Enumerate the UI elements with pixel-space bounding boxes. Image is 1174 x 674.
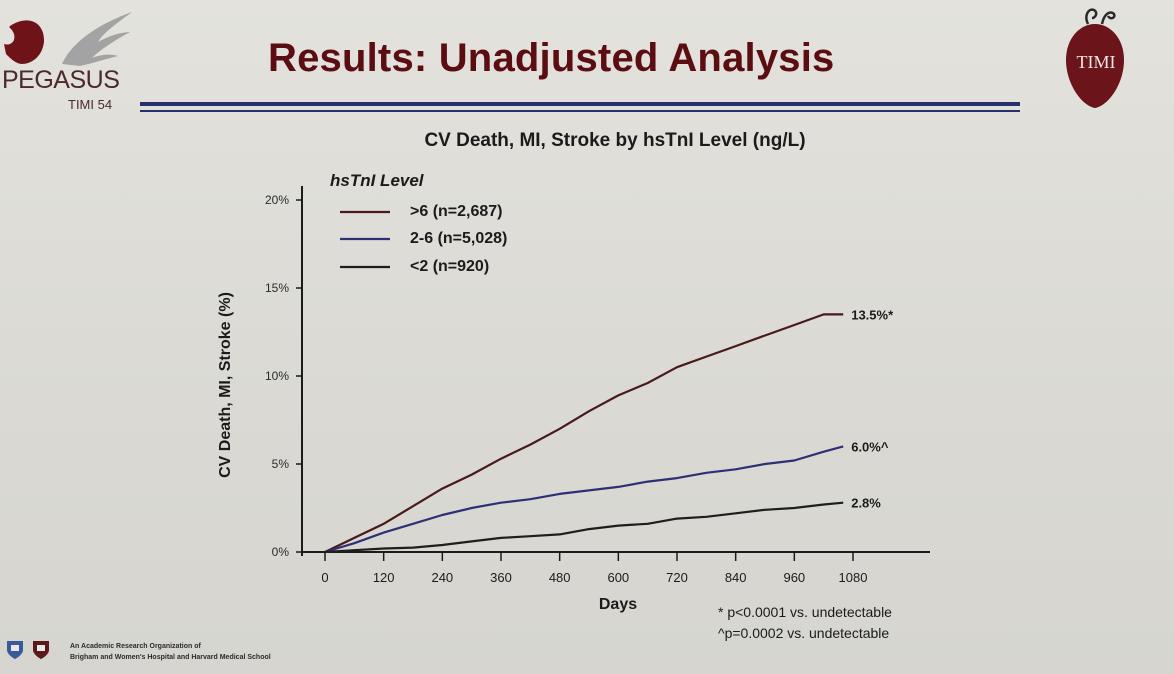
pegasus-wordmark: PEGASUS (2, 66, 120, 94)
x-tick-label: 840 (725, 570, 747, 585)
harvard-shield-icon (7, 641, 23, 659)
end-label: 6.0%^ (851, 439, 889, 454)
series-line-2-6 (324, 445, 844, 554)
series-line-lt2 (324, 501, 844, 554)
footnote-caret: ^p=0.0002 vs. undetectable (718, 625, 890, 641)
legend-label-gt6: >6 (n=2,687) (410, 203, 503, 220)
y-tick-label: 20% (265, 193, 289, 207)
pegasus-logo (4, 12, 132, 66)
x-tick-label: 240 (431, 570, 453, 585)
legend-title: hsTnI Level (330, 171, 424, 190)
x-tick-label: 720 (666, 570, 688, 585)
slide-title: Results: Unadjusted Analysis (268, 36, 835, 80)
y-tick-label: 5% (272, 457, 290, 471)
title-rule-thick (140, 102, 1020, 106)
x-tick-label: 960 (783, 570, 805, 585)
legend-label-lt2: <2 (n=920) (410, 258, 490, 275)
footer-line-1: An Academic Research Organization of (70, 643, 201, 650)
hospital-shield-icon (33, 641, 49, 659)
chart-title: CV Death, MI, Stroke by hsTnI Level (ng/… (424, 130, 806, 151)
title-rule-thin (140, 110, 1020, 112)
timi-wordmark: TIMI (1076, 52, 1116, 72)
end-label: 2.8% (851, 496, 881, 511)
x-tick-label: 1080 (839, 570, 868, 585)
end-label: 13.5%* (851, 307, 894, 322)
legend-label-2-6: 2-6 (n=5,028) (410, 230, 508, 247)
timi-logo (1066, 8, 1124, 108)
x-axis-label: Days (598, 596, 638, 613)
y-tick-label: 0% (272, 545, 290, 559)
series-line-gt6 (324, 313, 844, 553)
y-axis-label: CV Death, MI, Stroke (%) (217, 292, 234, 478)
x-tick-label: 600 (607, 570, 629, 585)
y-tick-label: 15% (265, 281, 289, 295)
y-tick-label: 10% (265, 369, 289, 383)
x-tick-label: 0 (321, 570, 328, 585)
pegasus-subtitle: TIMI 54 (68, 97, 113, 112)
footer-line-2: Brigham and Women's Hospital and Harvard… (70, 654, 271, 661)
x-tick-label: 480 (549, 570, 571, 585)
x-tick-label: 120 (373, 570, 395, 585)
footnote-star: * p<0.0001 vs. undetectable (718, 604, 892, 620)
x-tick-label: 360 (490, 570, 512, 585)
